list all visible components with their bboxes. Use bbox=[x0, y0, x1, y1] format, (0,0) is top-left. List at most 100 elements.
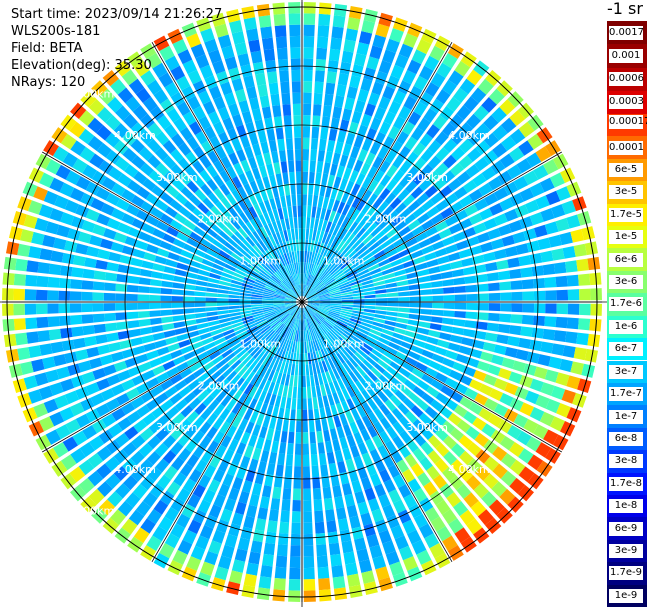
range-gate-cell bbox=[447, 545, 464, 561]
range-gate-cell bbox=[447, 412, 462, 426]
range-gate-cell bbox=[395, 274, 408, 282]
range-gate-cell bbox=[545, 303, 557, 314]
range-ring-label: 1.00km bbox=[323, 254, 365, 267]
range-gate-cell bbox=[212, 174, 225, 187]
range-gate-cell bbox=[483, 149, 499, 165]
range-gate-cell bbox=[325, 317, 336, 326]
range-gate-cell bbox=[312, 488, 322, 500]
range-gate-cell bbox=[453, 277, 466, 286]
range-gate-cell bbox=[393, 474, 406, 489]
range-gate-cell bbox=[533, 424, 549, 440]
range-gate-cell bbox=[324, 208, 332, 221]
range-gate-cell bbox=[380, 355, 393, 365]
range-gate-cell bbox=[108, 341, 122, 353]
range-gate-cell bbox=[390, 337, 403, 346]
legend-swatch: 0.0001 bbox=[607, 136, 647, 159]
range-gate-cell bbox=[413, 75, 429, 91]
range-gate-cell bbox=[289, 217, 294, 229]
range-gate-cell bbox=[13, 303, 25, 316]
range-gate-cell bbox=[263, 224, 272, 236]
range-gate-cell bbox=[148, 170, 163, 184]
range-gate-cell bbox=[374, 106, 387, 121]
range-gate-cell bbox=[284, 265, 291, 277]
range-gate-cell bbox=[503, 181, 519, 196]
range-gate-cell bbox=[199, 64, 214, 79]
range-gate-cell bbox=[127, 275, 140, 284]
range-gate-cell bbox=[312, 252, 318, 264]
range-gate-cell bbox=[276, 544, 288, 557]
range-gate-cell bbox=[380, 239, 393, 249]
range-gate-cell bbox=[255, 336, 266, 346]
range-gate-cell bbox=[197, 389, 210, 402]
range-gate-cell bbox=[434, 372, 448, 384]
range-gate-cell bbox=[419, 133, 433, 148]
range-gate-cell bbox=[383, 111, 396, 125]
range-gate-cell bbox=[289, 289, 298, 298]
range-gate-cell bbox=[499, 313, 512, 323]
range-gate-cell bbox=[264, 474, 274, 487]
range-gate-cell bbox=[35, 303, 48, 315]
range-gate-cell bbox=[398, 248, 411, 258]
range-gate-cell bbox=[576, 332, 589, 346]
range-gate-cell bbox=[447, 178, 462, 192]
range-gate-cell bbox=[431, 240, 445, 251]
range-gate-cell bbox=[519, 187, 535, 202]
range-gate-cell bbox=[60, 454, 77, 471]
range-gate-cell bbox=[121, 379, 135, 391]
range-gate-cell bbox=[380, 333, 392, 341]
range-gate-cell bbox=[382, 540, 396, 555]
range-gate-cell bbox=[307, 300, 320, 302]
range-gate-cell bbox=[210, 205, 222, 218]
range-gate-cell bbox=[333, 587, 348, 601]
range-gate-cell bbox=[402, 468, 416, 483]
range-gate-cell bbox=[104, 272, 118, 282]
range-gate-cell bbox=[339, 154, 349, 167]
range-gate-cell bbox=[226, 425, 237, 438]
range-gate-cell bbox=[259, 496, 270, 509]
range-gate-cell bbox=[148, 420, 163, 434]
range-gate-cell bbox=[356, 265, 368, 274]
range-gate-cell bbox=[60, 212, 75, 226]
range-gate-cell bbox=[275, 418, 283, 431]
range-gate-cell bbox=[146, 52, 162, 69]
range-gate-cell bbox=[279, 282, 290, 292]
range-gate-cell bbox=[385, 38, 400, 54]
range-gate-cell bbox=[286, 294, 297, 300]
range-gate-cell bbox=[111, 208, 125, 221]
range-gate-cell bbox=[287, 264, 293, 276]
range-gate-cell bbox=[178, 256, 191, 265]
range-gate-cell bbox=[376, 254, 388, 263]
range-gate-cell bbox=[332, 342, 342, 353]
range-gate-cell bbox=[219, 321, 232, 328]
range-gate-cell bbox=[228, 523, 241, 537]
range-gate-cell bbox=[96, 463, 112, 479]
range-gate-cell bbox=[478, 407, 493, 422]
range-gate-cell bbox=[238, 418, 249, 432]
range-gate-cell bbox=[108, 166, 123, 181]
range-gate-cell bbox=[208, 324, 221, 332]
range-gate-cell bbox=[352, 368, 363, 380]
range-gate-cell bbox=[79, 146, 95, 162]
range-gate-cell bbox=[388, 100, 402, 115]
range-gate-cell bbox=[555, 372, 570, 387]
range-gate-cell bbox=[418, 238, 432, 249]
range-gate-cell bbox=[370, 473, 382, 487]
legend-label: 1e-6 bbox=[609, 319, 643, 334]
range-gate-cell bbox=[409, 296, 422, 302]
range-gate-cell bbox=[315, 266, 322, 278]
range-gate-cell bbox=[152, 365, 166, 376]
range-gate-cell bbox=[190, 545, 206, 561]
range-gate-cell bbox=[231, 402, 242, 415]
range-ring-label: 3.00km bbox=[156, 421, 198, 434]
range-gate-cell bbox=[331, 26, 344, 39]
range-gate-cell bbox=[278, 268, 287, 279]
range-gate-cell bbox=[256, 587, 271, 601]
range-gate-cell bbox=[186, 180, 199, 194]
range-gate-cell bbox=[295, 285, 300, 297]
range-gate-cell bbox=[106, 374, 121, 387]
range-gate-cell bbox=[272, 2, 286, 15]
range-gate-cell bbox=[566, 214, 581, 229]
range-gate-cell bbox=[101, 176, 117, 191]
range-gate-cell bbox=[183, 200, 197, 213]
range-gate-cell bbox=[265, 313, 277, 320]
